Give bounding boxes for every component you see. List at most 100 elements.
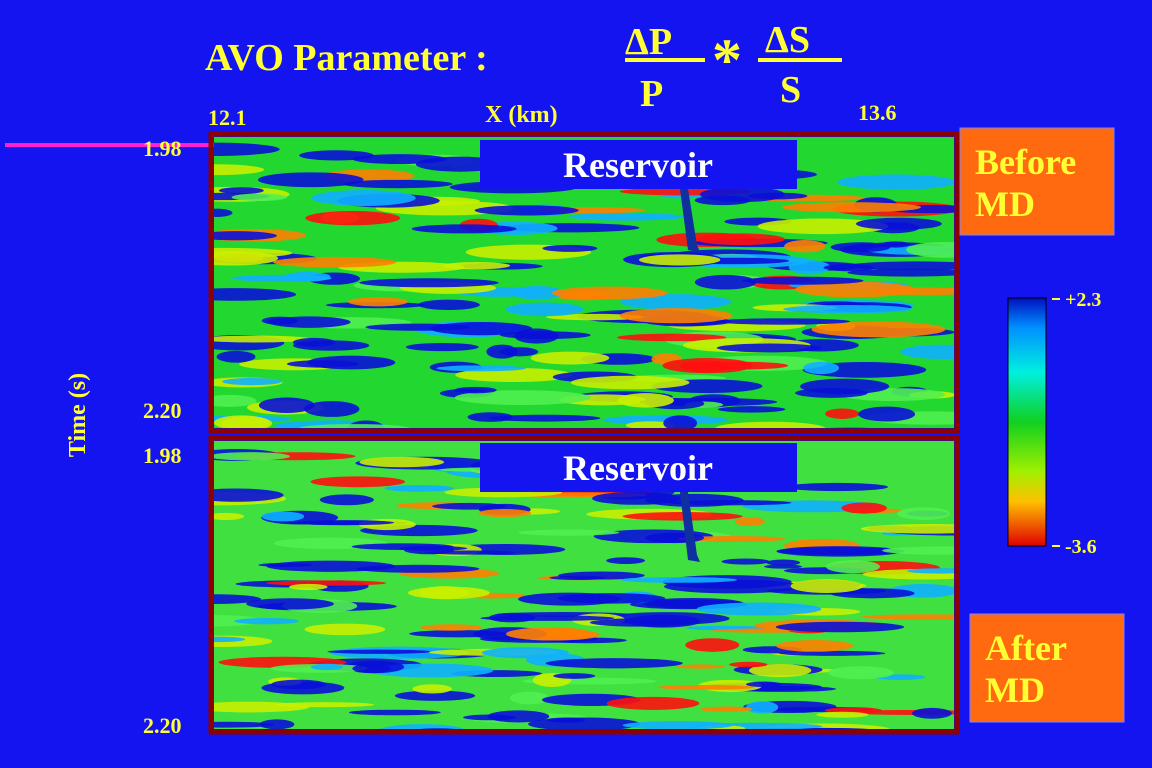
seismic-event — [751, 745, 862, 753]
annotation: Reservoir — [563, 145, 713, 185]
seismic-event — [467, 412, 513, 422]
seismic-event — [509, 691, 549, 705]
seismic-event — [557, 593, 666, 604]
seismic-event — [553, 673, 596, 679]
seismic-event — [832, 754, 878, 758]
seismic-event — [545, 717, 586, 723]
seismic-event — [645, 493, 744, 507]
seismic-event — [855, 217, 942, 230]
formula-times: * — [712, 27, 742, 93]
seismic-event — [775, 621, 905, 633]
seismic-event — [816, 711, 869, 718]
seismic-event — [418, 728, 457, 729]
caption-text: After — [985, 628, 1067, 668]
seismic-event — [783, 304, 912, 314]
seismic-event — [825, 560, 880, 574]
seismic-event — [545, 658, 683, 669]
arrow — [680, 189, 700, 252]
seismic-event — [721, 558, 770, 565]
seismic-event — [912, 707, 952, 719]
seismic-event — [847, 268, 954, 277]
seismic-event — [715, 421, 826, 428]
seismic-event — [892, 739, 973, 745]
seismic-event — [741, 745, 805, 749]
seismic-event — [214, 452, 290, 461]
seismic-event — [825, 408, 860, 419]
seismic-event — [700, 706, 753, 712]
seismic-event — [841, 502, 887, 514]
seismic-event — [781, 202, 922, 213]
caption-text: MD — [985, 670, 1045, 710]
formula-p: P — [640, 73, 663, 115]
seismic-event — [677, 536, 786, 542]
seismic-event — [581, 740, 691, 747]
seismic-event — [436, 365, 526, 372]
seismic-event — [327, 649, 432, 654]
seismic-event — [214, 288, 297, 301]
seismic-event — [837, 174, 954, 190]
seismic-event — [776, 546, 903, 557]
label-box — [480, 140, 797, 189]
caption-text: Before — [975, 142, 1076, 182]
seismic-event — [273, 256, 397, 268]
seismic-event — [860, 614, 954, 620]
seismic-event — [377, 727, 414, 729]
caption: After MD — [985, 628, 1067, 710]
seismic-event — [347, 297, 408, 307]
seismic-event — [214, 636, 246, 643]
seismic-event — [785, 482, 889, 492]
seismic-event — [424, 550, 515, 555]
seismic-event — [778, 650, 886, 656]
seismic-event — [827, 666, 894, 680]
seismic-event — [803, 361, 839, 375]
seismic-image — [214, 137, 954, 428]
annotation: Reservoir — [563, 448, 713, 488]
seismic-event — [261, 511, 305, 522]
label-box — [480, 443, 797, 492]
caption-box — [959, 127, 1115, 236]
seismic-event — [742, 276, 864, 285]
seismic-event — [342, 179, 453, 189]
seismic-event — [258, 562, 313, 567]
seismic-event — [622, 512, 743, 521]
colorbar-max: +2.3 — [1065, 289, 1101, 311]
seismic-event — [860, 524, 954, 534]
seismic-event — [907, 568, 954, 574]
seismic-event — [906, 241, 954, 258]
seismic-event — [638, 254, 721, 266]
seismic-event — [514, 328, 559, 344]
seismic-event — [734, 517, 765, 527]
seismic-event — [790, 579, 863, 593]
seismic-event — [257, 172, 364, 188]
seismic-event — [830, 242, 891, 253]
seismic-event — [788, 260, 831, 275]
seismic-event — [530, 351, 610, 365]
seismic-event — [430, 322, 533, 336]
seismic-event — [729, 661, 768, 668]
seismic-event — [295, 520, 395, 526]
seismic-event — [546, 313, 644, 321]
seismic-event — [882, 546, 954, 555]
seismic-event — [811, 321, 946, 338]
seismic-event — [455, 367, 573, 383]
seismic-event — [356, 564, 480, 573]
seismic-event — [359, 278, 499, 288]
seismic-event — [656, 684, 755, 690]
seismic-event — [311, 190, 416, 206]
seismic-event — [680, 360, 731, 373]
seismic-event — [880, 241, 911, 248]
seismic-event — [214, 594, 262, 604]
seismic-event — [606, 557, 646, 564]
title: AVO Parameter : — [205, 37, 488, 79]
seismic-event — [474, 205, 579, 216]
panel-top: 1.98 — [143, 443, 182, 468]
seismic-event — [776, 640, 854, 652]
seismic-event — [271, 679, 327, 690]
seismic-event — [766, 559, 801, 566]
seismic-event — [259, 719, 295, 729]
seismic-event — [261, 316, 299, 325]
x-end: 13.6 — [858, 100, 897, 125]
seismic-event — [639, 741, 729, 750]
